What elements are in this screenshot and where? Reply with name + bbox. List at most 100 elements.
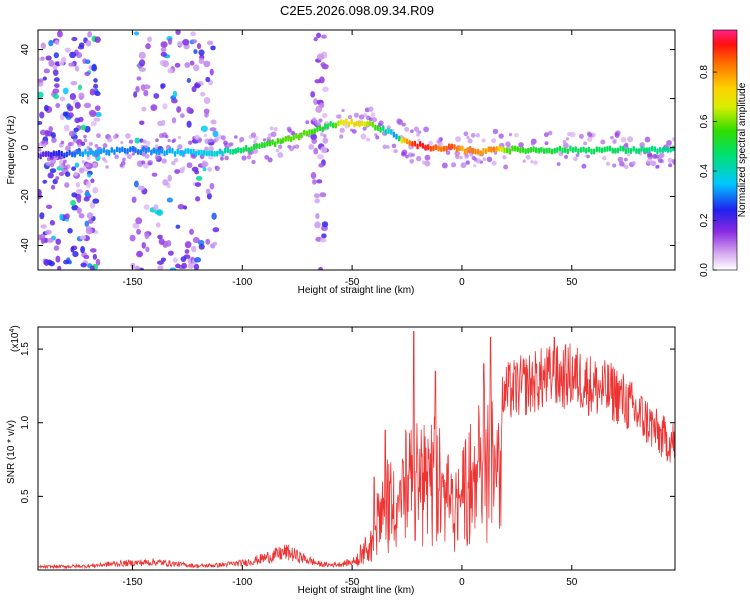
spectrogram-halo-blob (396, 118, 403, 125)
spectrogram-halo-blob (143, 162, 149, 169)
spectrogram-noise-blob (212, 130, 219, 138)
spectrogram-noise-blob (202, 166, 207, 172)
spectrogram-noise-blob (92, 253, 98, 260)
spectrogram-noise-blob (64, 182, 70, 188)
spectrogram-noise-blob (86, 181, 91, 189)
spectrogram-noise-blob (205, 238, 211, 245)
snr-x-tick-label: -50 (345, 577, 360, 588)
snr-series-line (38, 331, 675, 570)
spectrogram-noise-blob (210, 45, 216, 51)
spectrogram-y-tick-label: -20 (20, 189, 31, 204)
spectrogram-halo-blob (612, 163, 617, 168)
spectrogram-noise-blob (200, 125, 208, 132)
spectrogram-noise-blob (93, 83, 99, 89)
spectrogram-halo-blob (51, 137, 57, 143)
spectrogram-noise-blob (71, 204, 79, 211)
spectrogram-halo-blob (610, 135, 614, 140)
spectrogram-noise-blob (144, 232, 150, 240)
spectrogram-noise-blob (186, 120, 192, 128)
spectrogram-noise-blob (63, 259, 70, 265)
spectrogram-noise-blob (181, 262, 188, 269)
spectrogram-noise-blob (53, 245, 60, 251)
spectrogram-halo-blob (194, 134, 200, 141)
spectrogram-noise-blob (166, 239, 172, 247)
spectrogram-noise-blob (184, 241, 192, 249)
spectrogram-halo-blob (470, 132, 476, 138)
spectrogram-noise-blob (53, 93, 60, 100)
spectrogram-noise-blob (169, 267, 177, 270)
spectrogram-halo-blob (201, 161, 207, 168)
spectrogram-noise-blob (70, 199, 76, 206)
spectrogram-noise-blob (316, 53, 324, 61)
spectrogram-halo-blob (83, 138, 88, 143)
spectrogram-halo-blob (305, 120, 310, 125)
spectrogram-noise-blob (76, 189, 84, 194)
spectrogram-noise-blob (313, 98, 318, 106)
spectrogram-noise-blob (47, 237, 54, 243)
spectrogram-noise-blob (89, 110, 97, 118)
spectrogram-noise-blob (51, 132, 56, 139)
spectrogram-noise-blob (40, 237, 46, 244)
spectrogram-noise-blob (89, 201, 96, 209)
spectrogram-noise-blob (157, 265, 164, 270)
spectrogram-noise-blob (183, 205, 188, 210)
spectrogram-noise-blob (49, 168, 57, 174)
spectrogram-noise-blob (318, 266, 324, 270)
spectrogram-noise-blob (191, 86, 197, 93)
spectrogram-noise-blob (131, 196, 137, 203)
spectrogram-halo-blob (619, 161, 625, 167)
spectrogram-noise-blob (134, 265, 141, 270)
spectrogram-noise-blob (314, 79, 322, 84)
spectrogram-noise-blob (48, 59, 55, 67)
spectrogram-noise-blob (71, 166, 77, 171)
spectrogram-axes-frame (37, 29, 676, 271)
spectrogram-noise-blob (78, 84, 83, 91)
snr-y-ticks: 0.5 1.0 1.5 (20, 342, 675, 503)
spectrogram-noise-blob (141, 106, 147, 112)
spectrogram-noise-blob (160, 257, 166, 262)
spectrogram-noise-blob (212, 241, 217, 246)
spectrogram-noise-blob (203, 60, 211, 68)
spectrogram-noise-blob (68, 62, 75, 67)
spectrogram-noise-blob (184, 62, 191, 68)
spectrogram-noise-blob (57, 265, 62, 270)
colorbar-ticks: 0.0 0.2 0.4 0.6 0.8 (699, 65, 717, 277)
snr-axes-frame (37, 326, 676, 571)
spectrogram-noise-blob (162, 60, 169, 68)
spectrogram-halo-blob (41, 140, 46, 144)
spectrogram-noise-blob (203, 96, 211, 105)
spectrogram-halo-blob (165, 134, 169, 139)
spectrogram-noise-blob (194, 182, 202, 187)
spectrogram-noise-blob (136, 228, 141, 235)
spectrogram-noise-blob (43, 68, 50, 74)
spectrogram-halo-blob (466, 135, 470, 140)
spectrogram-noise-blob (151, 172, 158, 177)
spectrogram-noise-blob (58, 60, 65, 66)
spectrogram-halo-blob (481, 138, 486, 143)
spectrogram-noise-blob (133, 31, 140, 36)
spectrogram-noise-blob (147, 36, 152, 43)
spectrogram-noise-blob (153, 93, 160, 99)
spectrogram-halo-blob (368, 106, 374, 112)
spectrogram-noise-blob (318, 163, 324, 168)
spectrogram-noise-blob (155, 222, 161, 228)
spectrogram-noise-blob (317, 154, 325, 160)
spectrogram-noise-blob (321, 221, 329, 228)
spectrogram-noise-blob (68, 130, 76, 137)
spectrogram-noise-blob (192, 39, 198, 44)
spectrogram-noise-blob (210, 119, 217, 125)
spectrogram-noise-blob (139, 120, 145, 126)
spectrogram-noise-blob (39, 111, 45, 119)
spectrogram-y-tick-label: 40 (20, 44, 31, 56)
spectrogram-noise-blob (145, 246, 150, 253)
spectrogram-halo-blob (171, 139, 175, 144)
spectrogram-noise-blob (138, 51, 146, 59)
snr-x-tick-label: 50 (566, 577, 578, 588)
spectrogram-noise-blob (80, 262, 87, 268)
spectrogram-noise-blob (196, 43, 202, 50)
spectrogram-halo-blob (214, 165, 220, 171)
spectrogram-noise-blob (176, 40, 184, 47)
spectrogram-halo-blob (656, 164, 660, 169)
snr-y-tick-label: 0.5 (20, 489, 31, 503)
spectrogram-panel: -150 -100 -50 0 50 -40 -20 0 20 40 Height of str… (6, 29, 676, 296)
